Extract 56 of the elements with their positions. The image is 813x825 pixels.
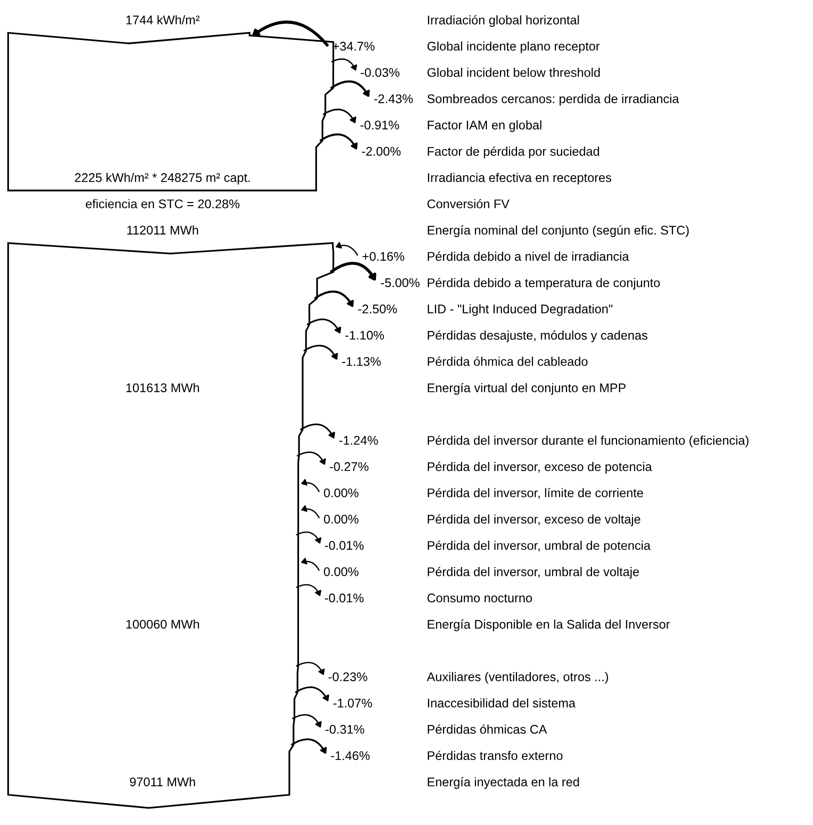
data-label: -5.00%	[380, 278, 420, 288]
data-label: 0.00%	[324, 514, 358, 524]
text: 2225 kWh/m² * 248275 m² capt.	[75, 172, 250, 184]
category-label: Pérdida del inversor, umbral de voltaje	[428, 566, 639, 579]
data-label: 0.00%	[324, 488, 358, 498]
category-label: Energía Disponible en la Salida del Inversor	[428, 619, 670, 632]
category-label: Factor de pérdida por suciedad	[428, 146, 600, 158]
category-label: Pérdida debido a temperatura de conjunto	[428, 278, 660, 290]
data-label: -0.31%	[326, 724, 364, 734]
category-label: Energía nominal del conjunto (según efic. STC)	[428, 225, 689, 238]
text: 1744 kWh/m²	[126, 15, 200, 24]
data-label: -1.24%	[339, 436, 378, 445]
category-label: Energía inyectada en la red	[428, 777, 579, 789]
data-label: -0.03%	[360, 68, 400, 77]
data-label: -0.91%	[360, 120, 400, 130]
text: 101613 MWh	[126, 383, 199, 392]
category-label: Global incident below threshold	[427, 68, 600, 77]
category-label: Pérdidas desajuste, módulos y cadenas	[428, 330, 648, 342]
category-label: Sombreados cercanos: perdida de irradiancia	[427, 94, 680, 106]
category-label: Pérdidas transfo externo	[428, 750, 562, 760]
data-label: +34.7%	[332, 42, 375, 51]
category-label: Pérdida del inversor durante el funcionamiento (eficiencia)	[428, 436, 748, 448]
data-label: -2.00%	[362, 146, 401, 156]
text: eficiencia en STC = 20.28%	[86, 199, 240, 208]
data-label: -1.10%	[345, 330, 384, 340]
category-label: Pérdida del inversor, límite de corriente	[428, 488, 644, 499]
category-label: Consumo nocturno	[427, 594, 532, 602]
category-label: Pérdida del inversor, exceso de voltaje	[428, 514, 640, 526]
data-label: -0.01%	[324, 594, 364, 602]
category-label: Factor IAM en global	[428, 120, 542, 132]
category-label: Energía virtual del conjunto en MPP	[428, 382, 626, 395]
category-label: Inaccesibilidad del sistema	[428, 698, 576, 708]
category-label: Global incidente plano receptor	[427, 41, 600, 54]
category-label: LID - "Light Induced Degradation"	[428, 304, 612, 316]
data-label: +0.16%	[362, 252, 404, 261]
category-label: Conversión FV	[427, 198, 510, 208]
data-label: -1.46%	[331, 751, 370, 760]
category-label: Pérdidas óhmicas CA	[428, 724, 547, 734]
category-label: Irradiancia efectiva en receptores	[428, 172, 612, 184]
data-label: -0.23%	[328, 672, 368, 682]
data-label: -2.50%	[358, 304, 397, 314]
data-label: -0.27%	[330, 462, 368, 472]
data-label: -0.01%	[324, 541, 364, 550]
category-label: Pérdida del inversor, exceso de potencia	[428, 462, 652, 474]
data-label: -1.13%	[342, 357, 381, 366]
text: 97011 MWh	[130, 777, 196, 786]
data-label: 0.00%	[324, 567, 358, 576]
text: 112011 MWh	[127, 225, 198, 235]
category-label: Pérdida del inversor, umbral de potencia	[428, 540, 651, 552]
category-label: Auxiliares (ventiladores, otros ...)	[426, 672, 608, 684]
text: 100060 MWh	[126, 619, 199, 629]
data-label: -2.43%	[374, 94, 413, 104]
data-label: -1.07%	[333, 698, 372, 708]
category-label: Irradiación global horizontal	[428, 15, 579, 27]
category-label: Pérdida óhmica del cableado	[428, 356, 588, 366]
category-label: Pérdida debido a nivel de irradiancia	[428, 252, 630, 261]
